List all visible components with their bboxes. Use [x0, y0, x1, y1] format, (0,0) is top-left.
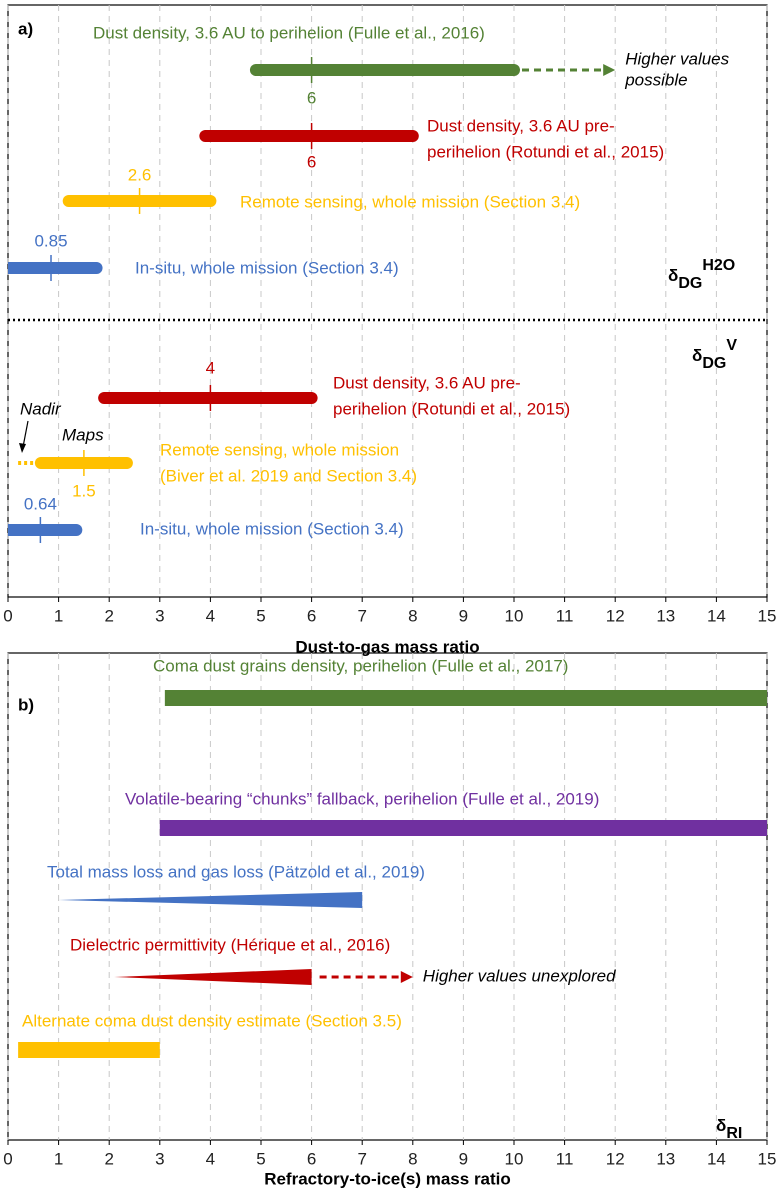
x-tick-label: 5: [256, 606, 265, 625]
marker-label: 6: [307, 88, 316, 107]
symbol-sub: DG: [702, 355, 726, 372]
x-tick-label: 6: [307, 606, 316, 625]
arrow-head: [603, 64, 616, 76]
arrow-head: [400, 971, 413, 983]
range-wedge: [114, 969, 312, 985]
x-tick-label: 0: [3, 1149, 12, 1168]
x-axis-label: Dust-to-gas mass ratio: [295, 637, 479, 656]
symbol-label: δDGH2O: [668, 257, 735, 292]
x-tick-label: 0: [3, 606, 12, 625]
series-label: perihelion (Rotundi et al., 2015): [427, 142, 664, 161]
x-tick-label: 2: [104, 606, 113, 625]
note-arrow: [22, 420, 29, 448]
x-tick-label: 7: [357, 606, 366, 625]
series-label: Dust density, 3.6 AU pre-: [427, 116, 615, 135]
range-bar: [159, 820, 767, 836]
symbol-sup: V: [726, 337, 737, 354]
x-tick-label: 6: [307, 1149, 316, 1168]
x-tick-label: 13: [656, 1149, 675, 1168]
x-tick-label: 1: [54, 1149, 63, 1168]
series-label: Total mass loss and gas loss (Pätzold et…: [47, 862, 425, 881]
x-tick-label: 9: [459, 606, 468, 625]
series-label: In-situ, whole mission (Section 3.4): [135, 258, 399, 277]
annotation: Higher values: [625, 49, 729, 68]
x-tick-label: 14: [707, 606, 726, 625]
x-tick-label: 3: [155, 1149, 164, 1168]
panel-frame: [7, 4, 768, 598]
x-tick-label: 15: [758, 1149, 777, 1168]
marker-label: 4: [206, 358, 215, 377]
x-tick-label: 11: [556, 606, 574, 625]
panel-frame: [7, 652, 768, 1141]
symbol-sub: RI: [726, 1125, 742, 1142]
marker-label: 6: [307, 152, 316, 171]
marker-label: 2.6: [128, 165, 152, 184]
series-label: Dielectric permittivity (Hérique et al.,…: [70, 935, 390, 954]
annotation: possible: [624, 70, 687, 89]
x-tick-label: 12: [606, 606, 625, 625]
x-tick-label: 5: [256, 1149, 265, 1168]
x-tick-label: 14: [707, 1149, 726, 1168]
x-tick-label: 4: [206, 1149, 215, 1168]
note: Maps: [62, 425, 104, 444]
bars: [18, 690, 767, 1058]
x-tick-label: 10: [505, 606, 524, 625]
series-label: Alternate coma dust density estimate (Se…: [22, 1011, 402, 1030]
annotation: Higher values unexplored: [423, 966, 616, 985]
x-tick-label: 10: [505, 1149, 524, 1168]
x-axis-label: Refractory-to-ice(s) mass ratio: [264, 1169, 511, 1188]
symbol: δ: [692, 346, 702, 365]
panel-label: b): [18, 695, 34, 714]
x-tick-label: 3: [155, 606, 164, 625]
x-tick-label: 2: [104, 1149, 113, 1168]
symbol-label: δDGV: [692, 337, 737, 372]
x-tick-label: 8: [408, 606, 417, 625]
x-tick-label: 9: [459, 1149, 468, 1168]
series-label: Volatile-bearing “chunks” fallback, peri…: [125, 789, 599, 808]
symbol-sub: DG: [678, 275, 702, 292]
symbol-sup: H2O: [702, 257, 735, 274]
series-label: (Biver et al. 2019 and Section 3.4): [160, 466, 417, 485]
series-label: Remote sensing, whole mission: [160, 440, 399, 459]
x-tick-label: 7: [357, 1149, 366, 1168]
x-tick-label: 1: [54, 606, 63, 625]
range-wedge: [58, 892, 363, 908]
x-tick-label: 8: [408, 1149, 417, 1168]
panel-label: a): [18, 19, 33, 38]
range-bar: [164, 690, 767, 706]
range-bar: [18, 1042, 160, 1058]
symbol-label: δRI: [716, 1116, 742, 1142]
series-label: Coma dust grains density, perihelion (Fu…: [153, 656, 568, 675]
marker-label: 1.5: [72, 481, 96, 500]
x-tick-label: 13: [656, 606, 675, 625]
symbol: δ: [668, 266, 678, 285]
marker-label: 0.64: [24, 494, 57, 513]
x-tick-label: 15: [758, 606, 777, 625]
note: Nadir: [20, 399, 62, 418]
series-label: perihelion (Rotundi et al., 2015): [333, 399, 570, 418]
note-arrow-head: [19, 443, 26, 453]
x-tick-label: 12: [606, 1149, 625, 1168]
x-tick-label: 4: [206, 606, 215, 625]
series-label: In-situ, whole mission (Section 3.4): [140, 519, 404, 538]
series-label: Dust density, 3.6 AU pre-: [333, 373, 521, 392]
series-label: Remote sensing, whole mission (Section 3…: [240, 192, 580, 211]
symbol: δ: [716, 1116, 726, 1135]
x-tick-label: 11: [556, 1149, 574, 1168]
marker-label: 0.85: [34, 231, 67, 250]
series-label: Dust density, 3.6 AU to perihelion (Full…: [93, 23, 485, 42]
